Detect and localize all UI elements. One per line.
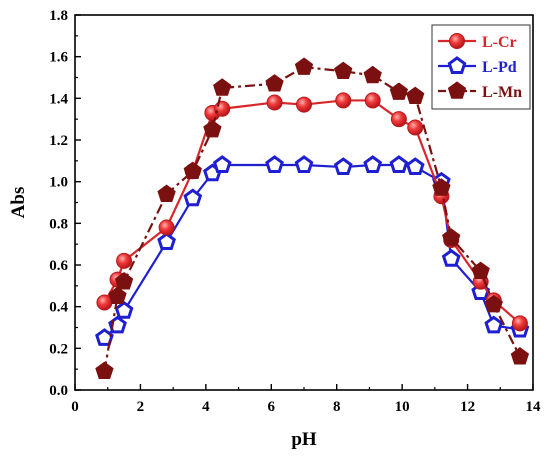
series-layer <box>95 57 530 380</box>
data-point-l-mn <box>95 361 114 380</box>
y-axis-title: Abs <box>8 187 29 219</box>
legend-marker-l-pd <box>447 56 467 74</box>
data-point-l-cr <box>407 119 424 136</box>
data-point-l-mn <box>432 178 451 196</box>
data-point-l-pd <box>363 155 383 173</box>
data-point-l-mn <box>471 261 490 280</box>
legend-marker-l-cr <box>449 33 465 49</box>
series-l-mn <box>95 57 530 380</box>
data-point-l-mn <box>484 294 503 313</box>
data-point-l-pd <box>484 315 504 334</box>
x-tick-label: 4 <box>202 399 210 415</box>
ticks-layer: 0 2 4 6 8 10 12 14 0.0 0.2 0.4 0.6 0.8 1.0 1.2 1.4 1.6 1.… <box>49 8 541 415</box>
data-point-l-cr <box>158 219 175 236</box>
data-point-l-mn <box>442 228 461 246</box>
y-tick-label: 1.4 <box>49 91 68 107</box>
data-point-l-cr <box>511 315 528 332</box>
y-tick-label: 0.4 <box>49 300 68 316</box>
data-point-l-mn <box>389 82 409 100</box>
legend-marker-l-mn <box>447 81 467 99</box>
y-tick-label: 1.6 <box>49 50 68 66</box>
data-point-l-pd <box>265 155 284 173</box>
data-point-l-mn <box>510 347 530 365</box>
x-tick-label: 2 <box>137 399 145 415</box>
data-point-l-cr <box>266 94 283 111</box>
data-point-l-mn <box>157 184 176 202</box>
data-point-l-cr <box>116 252 133 269</box>
data-point-l-pd <box>157 232 176 251</box>
data-point-l-pd <box>212 155 232 173</box>
data-point-l-pd <box>294 155 314 173</box>
data-point-l-mn <box>108 286 127 305</box>
y-tick-label: 0.6 <box>49 258 68 274</box>
data-point-l-mn <box>294 57 314 75</box>
data-point-l-cr <box>390 111 407 128</box>
x-axis-title: pH <box>291 429 317 450</box>
y-tick-label: 0.0 <box>49 383 68 399</box>
x-tick-label: 10 <box>395 399 410 415</box>
data-point-l-pd <box>333 157 353 176</box>
y-tick-label: 0.2 <box>49 341 68 357</box>
data-point-l-pd <box>114 300 134 319</box>
data-point-l-mn <box>363 65 382 84</box>
legend-label-l-pd: L-Pd <box>482 59 517 76</box>
series-line-l-cr <box>103 99 521 325</box>
legend-label-l-cr: L-Cr <box>482 34 517 51</box>
legend-label-l-mn: L-Mn <box>482 84 522 101</box>
y-tick-label: 1.0 <box>49 175 68 191</box>
series-line-l-mn <box>103 65 521 372</box>
x-tick-label: 6 <box>268 399 276 415</box>
x-tick-label: 14 <box>526 399 542 415</box>
data-point-l-mn <box>213 78 232 96</box>
data-point-l-cr <box>214 100 231 117</box>
legend: L-Cr L-Pd L-Mn <box>431 24 531 110</box>
data-point-l-mn <box>203 119 222 138</box>
data-point-l-mn <box>334 61 353 80</box>
y-tick-label: 1.8 <box>49 8 68 24</box>
data-point-l-cr <box>335 92 352 109</box>
data-point-l-mn <box>114 272 134 290</box>
x-tick-label: 0 <box>71 399 79 415</box>
data-point-l-pd <box>405 157 425 176</box>
data-point-l-mn <box>265 74 284 92</box>
data-point-l-mn <box>406 86 425 105</box>
data-point-l-mn <box>183 161 202 180</box>
x-tick-label: 8 <box>333 399 341 415</box>
data-point-l-cr <box>296 96 312 113</box>
y-tick-label: 1.2 <box>49 133 68 149</box>
x-tick-label: 12 <box>460 399 475 415</box>
data-point-l-pd <box>389 155 409 173</box>
data-point-l-pd <box>441 248 461 267</box>
y-tick-label: 0.8 <box>49 216 68 232</box>
data-point-l-cr <box>364 92 381 109</box>
data-point-l-pd <box>183 188 203 207</box>
